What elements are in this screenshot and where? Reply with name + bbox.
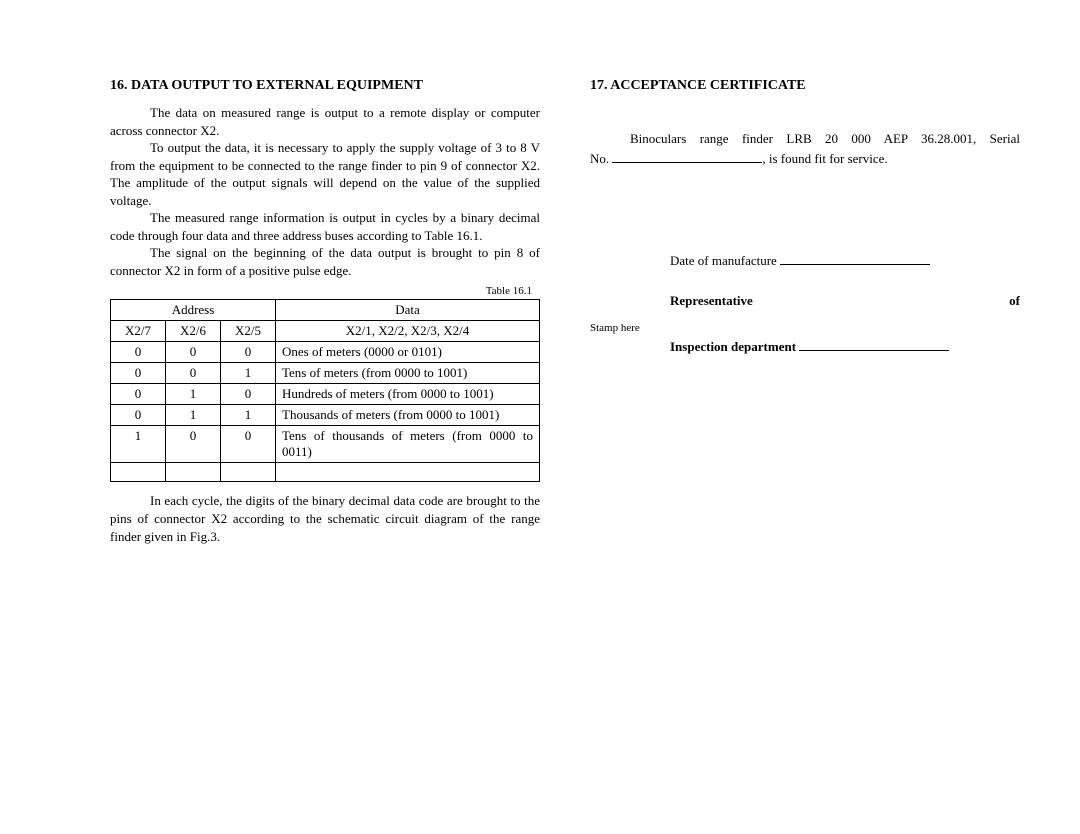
section-16-title: 16. DATA OUTPUT TO EXTERNAL EQUIPMENT bbox=[110, 78, 540, 94]
table-row bbox=[111, 463, 540, 482]
dept-field bbox=[799, 338, 949, 351]
table-data-header: Data bbox=[276, 300, 540, 321]
table-row: 0 1 0 Hundreds of meters (from 0000 to 1… bbox=[111, 384, 540, 405]
representative-line: Representative of bbox=[670, 290, 1020, 312]
left-column: 16. DATA OUTPUT TO EXTERNAL EQUIPMENT Th… bbox=[110, 78, 540, 545]
section-16-p5: In each cycle, the digits of the binary … bbox=[110, 492, 540, 545]
section-17-title: 17. ACCEPTANCE CERTIFICATE bbox=[590, 78, 1020, 94]
table-row: 0 0 0 Ones of meters (0000 or 0101) bbox=[111, 342, 540, 363]
table-row: 1 0 0 Tens of thousands of meters (from … bbox=[111, 426, 540, 463]
table-col-1: X2/6 bbox=[166, 321, 221, 342]
right-column: 17. ACCEPTANCE CERTIFICATE Binoculars ra… bbox=[590, 78, 1020, 545]
acceptance-line-2: No. , is found fit for service. bbox=[590, 148, 1020, 170]
table-col-3: X2/1, X2/2, X2/3, X2/4 bbox=[276, 321, 540, 342]
section-16-p2: To output the data, it is necessary to a… bbox=[110, 139, 540, 209]
table-row: 0 0 1 Tens of meters (from 0000 to 1001) bbox=[111, 363, 540, 384]
table-row: 0 1 1 Thousands of meters (from 0000 to … bbox=[111, 405, 540, 426]
date-field bbox=[780, 252, 930, 265]
table-caption: Table 16.1 bbox=[110, 285, 532, 297]
table-16-1: Address Data X2/7 X2/6 X2/5 X2/1, X2/2, … bbox=[110, 299, 540, 482]
page: 16. DATA OUTPUT TO EXTERNAL EQUIPMENT Th… bbox=[0, 0, 1080, 545]
serial-no-field bbox=[612, 150, 762, 163]
date-of-manufacture: Date of manufacture bbox=[670, 250, 1020, 272]
section-16-p1: The data on measured range is output to … bbox=[110, 104, 540, 139]
table-address-header: Address bbox=[111, 300, 276, 321]
section-16-p4: The signal on the beginning of the data … bbox=[110, 244, 540, 279]
acceptance-line-1: Binoculars range finder LRB 20 000 AEP 3… bbox=[590, 130, 1020, 148]
stamp-here: Stamp here bbox=[590, 322, 1020, 334]
inspection-dept-line: Inspection department bbox=[670, 336, 1020, 358]
table-col-0: X2/7 bbox=[111, 321, 166, 342]
table-col-2: X2/5 bbox=[221, 321, 276, 342]
section-16-p3: The measured range information is output… bbox=[110, 209, 540, 244]
